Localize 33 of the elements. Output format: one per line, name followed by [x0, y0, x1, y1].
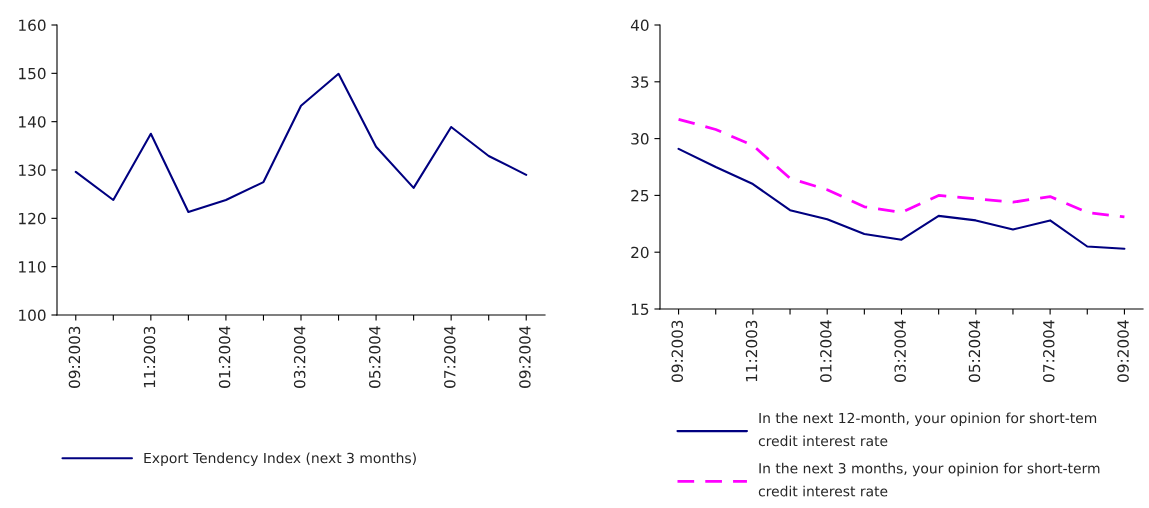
legend-label: Export Tendency Index (next 3 months): [144, 452, 416, 466]
y-tick-label: 40: [630, 19, 649, 32]
x-tick-label: 09:2004: [1117, 320, 1129, 382]
y-tick-label: 25: [631, 189, 649, 202]
legend-label: In the next 12-month, your opinion for short-tem credit interest rate: [758, 412, 1097, 447]
y-tick-label: 140: [19, 116, 46, 128]
line-series: [677, 147, 1126, 250]
x-tick-label: 07:2004: [1042, 320, 1055, 382]
y-tick-label: 35: [631, 76, 649, 88]
x-tick-label: 01:2004: [218, 326, 231, 388]
x-tick-label: 05:2004: [968, 320, 981, 382]
x-tick-label: 09:2004: [519, 326, 531, 388]
x-tick-label: 11:2003: [745, 320, 758, 382]
line-series: [74, 72, 528, 214]
x-tick-label: 05:2004: [368, 326, 381, 388]
line-series: [677, 117, 1126, 219]
x-tick-label: 03:2004: [894, 320, 906, 382]
y-tick-label: 30: [631, 133, 649, 145]
x-tick-label: 09:2003: [68, 326, 81, 388]
x-tick-label: 09:2003: [671, 320, 684, 382]
y-tick-label: 20: [631, 246, 649, 259]
legend-label: In the next 3 months, your opinion for short-term credit interest rate: [758, 462, 1100, 497]
x-tick-label: 01:2004: [820, 320, 832, 382]
y-tick-label: 130: [19, 164, 46, 177]
x-tick-label: 07:2004: [444, 326, 456, 388]
y-tick-label: 15: [631, 303, 649, 316]
y-tick-label: 100: [19, 309, 46, 322]
y-tick-label: 150: [19, 67, 46, 80]
x-tick-label: 11:2003: [143, 326, 156, 388]
y-tick-label: 160: [19, 19, 46, 32]
y-tick-label: 110: [19, 261, 46, 273]
x-tick-label: 03:2004: [293, 326, 306, 388]
y-tick-label: 120: [19, 212, 46, 225]
